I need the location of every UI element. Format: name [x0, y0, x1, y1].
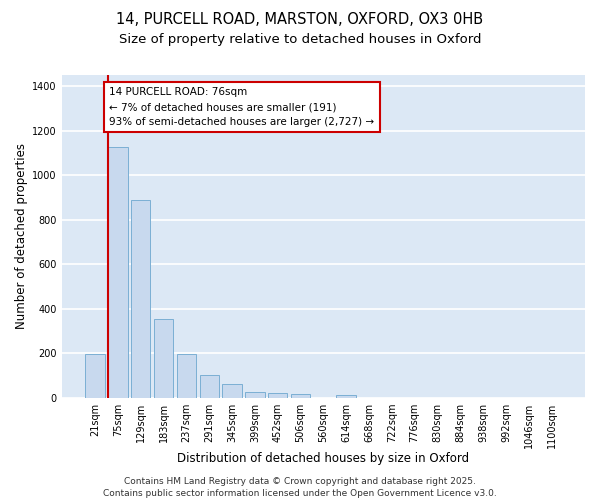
- Text: Size of property relative to detached houses in Oxford: Size of property relative to detached ho…: [119, 32, 481, 46]
- Bar: [268, 393, 287, 398]
- Bar: [245, 392, 265, 398]
- Text: 14 PURCELL ROAD: 76sqm
← 7% of detached houses are smaller (191)
93% of semi-det: 14 PURCELL ROAD: 76sqm ← 7% of detached …: [109, 87, 374, 127]
- Bar: [200, 375, 219, 398]
- Text: 14, PURCELL ROAD, MARSTON, OXFORD, OX3 0HB: 14, PURCELL ROAD, MARSTON, OXFORD, OX3 0…: [116, 12, 484, 28]
- X-axis label: Distribution of detached houses by size in Oxford: Distribution of detached houses by size …: [177, 452, 469, 465]
- Bar: [154, 319, 173, 398]
- Bar: [291, 394, 310, 398]
- Bar: [85, 354, 105, 398]
- Y-axis label: Number of detached properties: Number of detached properties: [15, 144, 28, 330]
- Bar: [177, 354, 196, 398]
- Bar: [223, 384, 242, 398]
- Bar: [337, 396, 356, 398]
- Bar: [131, 200, 151, 398]
- Text: Contains HM Land Registry data © Crown copyright and database right 2025.
Contai: Contains HM Land Registry data © Crown c…: [103, 476, 497, 498]
- Bar: [108, 147, 128, 398]
